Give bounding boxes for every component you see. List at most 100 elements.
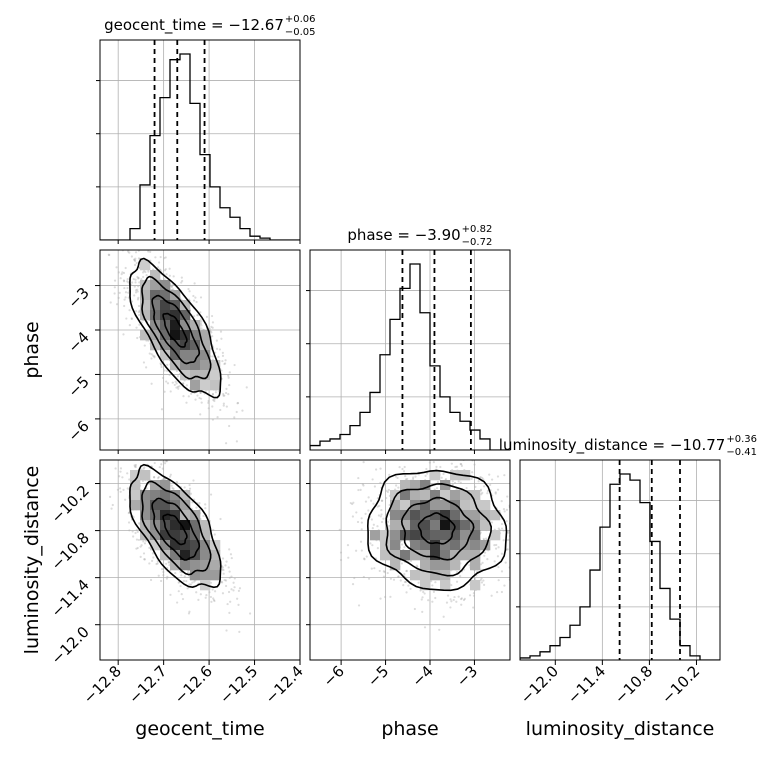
sample-point xyxy=(495,543,498,547)
sample-point xyxy=(404,474,407,478)
sample-point xyxy=(134,257,137,260)
sample-point xyxy=(346,543,350,547)
sample-point xyxy=(160,579,163,583)
sample-point xyxy=(140,278,143,281)
sample-point xyxy=(186,571,190,574)
sample-point xyxy=(200,397,203,400)
sample-point xyxy=(190,392,193,395)
phase-xtick-label: −6 xyxy=(320,662,348,690)
sample-point xyxy=(171,381,174,384)
phase-vs-geocent_time-contour-2 xyxy=(141,275,212,380)
sample-point xyxy=(134,281,137,284)
sample-point xyxy=(479,563,483,566)
sample-point xyxy=(463,597,466,600)
sample-point xyxy=(220,369,223,372)
density-cell xyxy=(210,360,221,371)
density-cell xyxy=(460,500,471,511)
density-cell xyxy=(450,560,461,571)
sample-point xyxy=(142,540,145,543)
sample-point xyxy=(225,405,228,408)
sample-point xyxy=(221,568,224,571)
sample-point xyxy=(372,523,375,526)
density-cell xyxy=(170,330,181,341)
sample-point xyxy=(164,256,167,259)
density-cell xyxy=(190,560,201,571)
density-cell xyxy=(380,530,391,541)
sample-point xyxy=(134,278,137,281)
sample-point xyxy=(215,347,219,350)
sample-point xyxy=(514,560,516,562)
sample-point xyxy=(396,476,399,480)
sample-point xyxy=(139,453,141,455)
density-cell xyxy=(420,550,431,561)
sample-point xyxy=(182,395,185,398)
density-cell xyxy=(470,580,481,591)
sample-point xyxy=(223,362,226,366)
sample-point xyxy=(432,461,435,464)
sample-point xyxy=(227,374,230,377)
sample-point xyxy=(148,546,151,549)
density-cell xyxy=(160,300,171,311)
phase-ytick-label: −5 xyxy=(64,373,92,401)
sample-point xyxy=(522,490,524,492)
sample-point xyxy=(224,579,228,582)
sample-point xyxy=(197,598,200,602)
sample-point xyxy=(211,321,215,324)
sample-point xyxy=(456,570,459,574)
density-cell xyxy=(190,320,201,331)
sample-point xyxy=(209,595,213,599)
phase-ytick-label: −4 xyxy=(64,328,92,356)
sample-point xyxy=(175,480,178,484)
phase-title-plus: +0.82 xyxy=(462,224,493,235)
luminosity_distance-vs-geocent_time-contour-1 xyxy=(151,497,201,561)
phase-title: phase = −3.90 xyxy=(347,226,460,244)
sample-point xyxy=(172,275,175,278)
sample-point xyxy=(482,537,485,540)
sample-point xyxy=(142,275,145,279)
sample-point xyxy=(412,476,415,479)
sample-point xyxy=(238,630,241,633)
sample-point xyxy=(444,477,448,481)
sample-point xyxy=(153,356,156,359)
sample-point xyxy=(450,462,453,465)
sample-point xyxy=(204,503,207,506)
sample-point xyxy=(228,570,231,573)
sample-point xyxy=(159,255,162,259)
sample-point xyxy=(449,606,452,609)
sample-point xyxy=(409,587,412,590)
density-cell xyxy=(190,350,201,361)
sample-point xyxy=(507,531,510,534)
sample-point xyxy=(213,599,216,603)
sample-point xyxy=(373,567,376,570)
sample-point xyxy=(128,251,131,254)
sample-point xyxy=(107,453,109,455)
density-cell xyxy=(440,550,451,561)
sample-point xyxy=(204,507,207,510)
density-cell xyxy=(170,310,181,321)
sample-point xyxy=(507,538,510,541)
sample-point xyxy=(132,258,136,261)
sample-point xyxy=(347,556,350,559)
sample-point xyxy=(133,294,136,297)
sample-point xyxy=(420,598,423,601)
sample-point xyxy=(142,451,144,453)
sample-point xyxy=(221,557,225,560)
density-cell xyxy=(470,510,481,521)
sample-point xyxy=(370,567,373,570)
sample-point xyxy=(425,467,428,471)
density-cell xyxy=(160,490,171,501)
density-cell xyxy=(200,550,211,561)
density-cell xyxy=(470,540,481,551)
density-cell xyxy=(460,520,471,531)
density-cell xyxy=(190,340,201,351)
sample-point xyxy=(164,268,167,271)
density-cell xyxy=(170,340,181,351)
density-cell xyxy=(440,560,451,571)
sample-point xyxy=(211,405,214,408)
sample-point xyxy=(401,543,404,546)
sample-point xyxy=(169,473,172,476)
sample-point xyxy=(213,590,217,593)
density-cell xyxy=(470,490,481,501)
sample-point xyxy=(522,480,524,482)
sample-point xyxy=(113,279,117,282)
